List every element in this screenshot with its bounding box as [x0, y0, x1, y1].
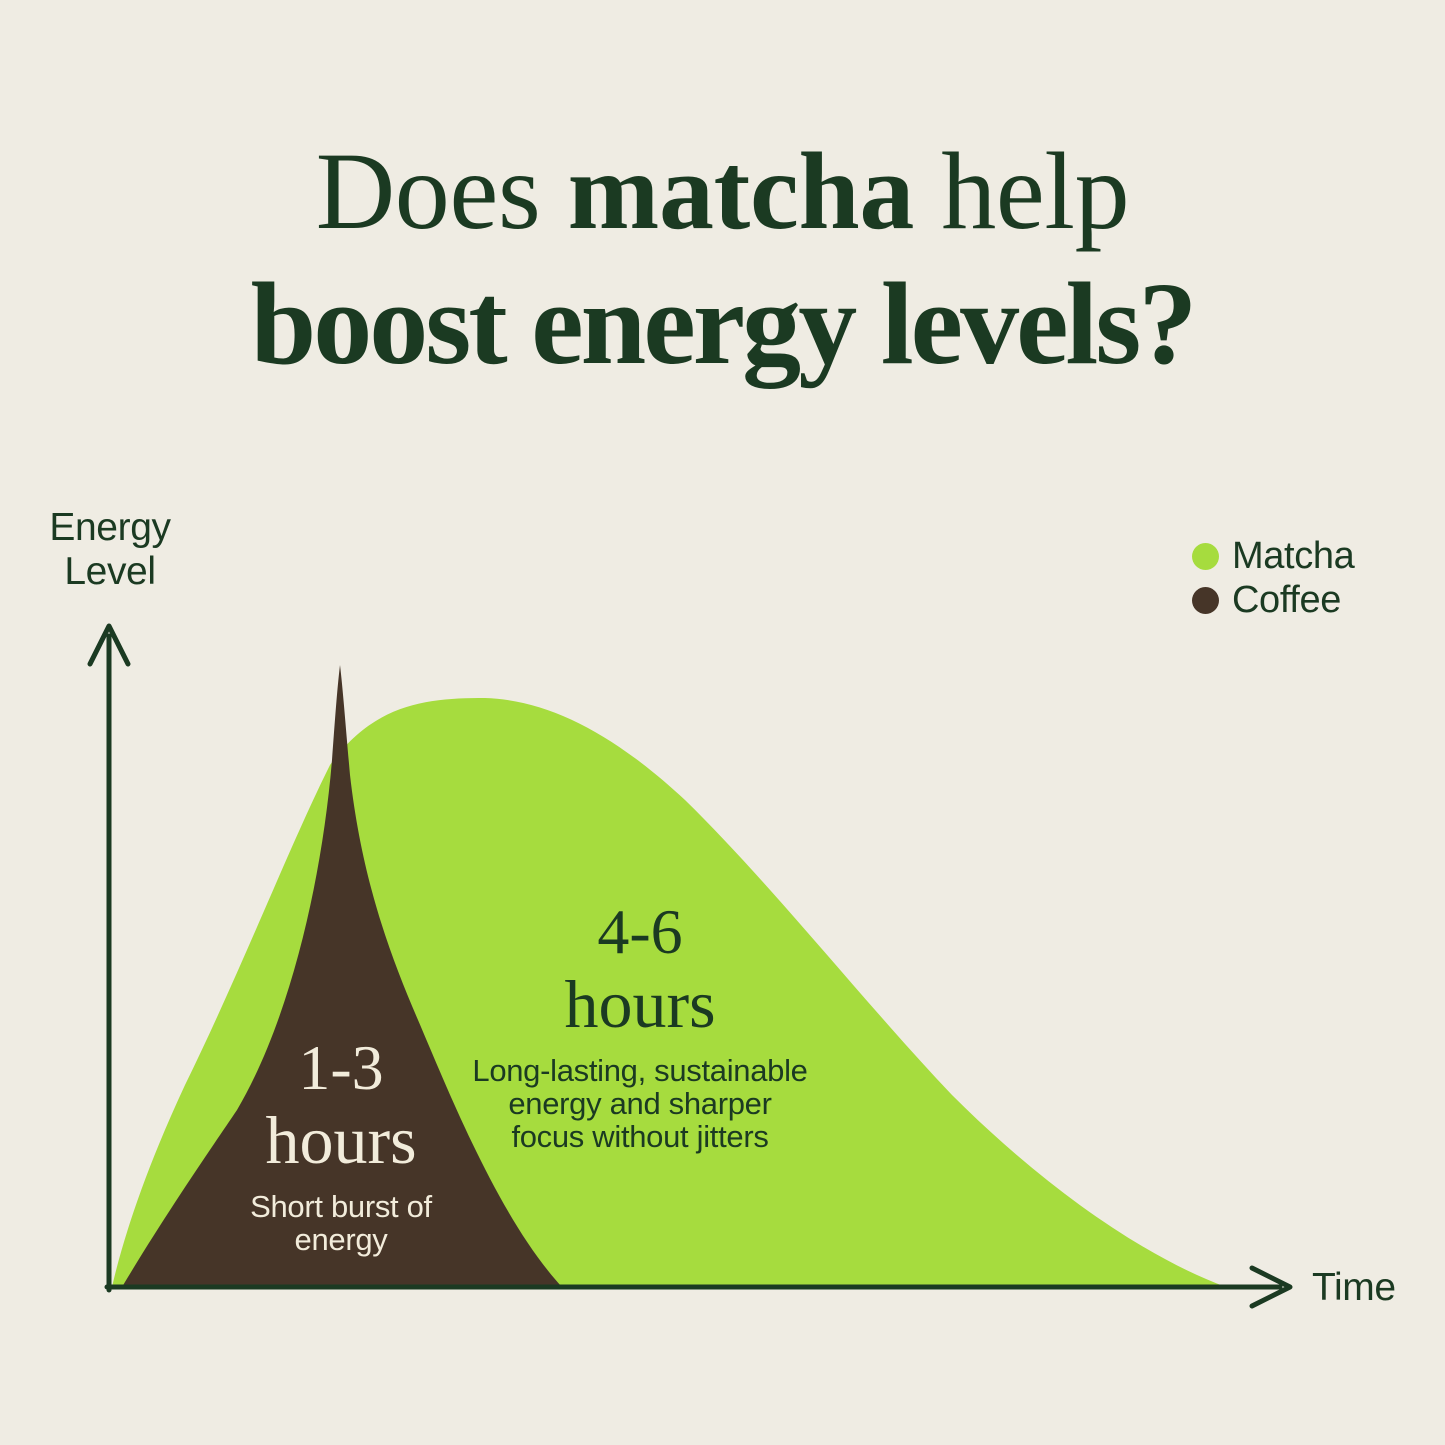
title-word-matcha: matcha — [567, 130, 915, 252]
coffee-annotation: 1-3 hours Short burst of energy — [191, 1032, 491, 1257]
title-line-1: Does matcha help — [0, 124, 1445, 258]
coffee-duration-range: 1-3 — [298, 1032, 384, 1103]
coffee-energy-spike — [122, 665, 562, 1287]
coffee-duration-unit: hours — [265, 1102, 417, 1178]
coffee-description-line: Short burst of — [250, 1189, 432, 1224]
legend-label-coffee: Coffee — [1232, 578, 1341, 621]
matcha-duration-unit: hours — [564, 966, 716, 1042]
matcha-description-line: focus without jitters — [511, 1119, 769, 1154]
y-axis-label: Energy Level — [30, 506, 190, 594]
legend-item-matcha: Matcha — [1192, 534, 1355, 578]
chart-legend: Matcha Coffee — [1192, 534, 1355, 622]
legend-item-coffee: Coffee — [1192, 578, 1354, 622]
x-axis-arrow-icon — [1249, 1265, 1293, 1309]
title-line-2: boost energy levels? — [250, 258, 1198, 390]
coffee-description: Short burst of energy — [191, 1190, 491, 1256]
matcha-swatch-icon — [1192, 542, 1219, 570]
y-axis-label-line1: Energy — [49, 506, 171, 549]
y-axis-arrow-icon — [87, 623, 131, 667]
matcha-duration-range: 4-6 — [597, 896, 683, 967]
x-axis-label: Time — [1312, 1266, 1396, 1309]
legend-label-matcha: Matcha — [1232, 534, 1355, 577]
page-title: Does matcha help boost energy levels? — [0, 124, 1445, 390]
coffee-swatch-icon — [1192, 586, 1219, 614]
matcha-annotation: 4-6 hours Long-lasting, sustainable ener… — [430, 896, 850, 1154]
y-axis-label-line2: Level — [64, 550, 156, 594]
matcha-description-line: energy and sharper — [508, 1086, 772, 1121]
title-word-regular: help — [914, 130, 1130, 252]
title-word-regular: Does — [315, 130, 568, 252]
matcha-description-line: Long-lasting, sustainable — [472, 1053, 808, 1088]
coffee-description-line: energy — [294, 1222, 388, 1257]
matcha-description: Long-lasting, sustainable energy and sha… — [430, 1054, 850, 1153]
